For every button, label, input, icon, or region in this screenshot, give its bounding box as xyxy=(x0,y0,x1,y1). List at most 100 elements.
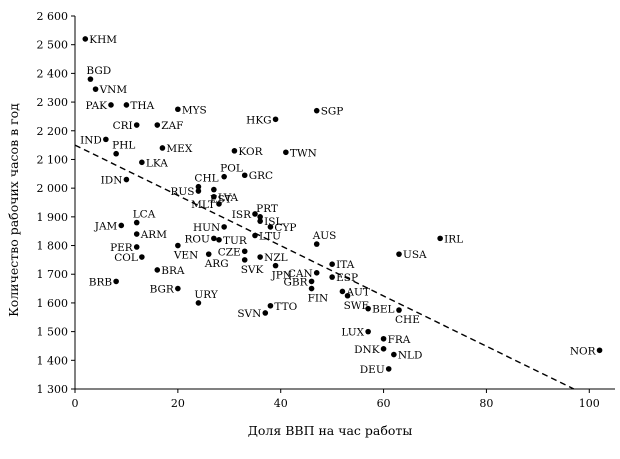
data-point-lca: LCA xyxy=(133,209,156,226)
data-point-dnk: DNK xyxy=(354,344,387,356)
point-marker xyxy=(205,251,212,257)
point-marker xyxy=(216,201,222,207)
point-marker xyxy=(241,172,248,179)
point-marker xyxy=(257,218,263,224)
data-point-prt: PRT xyxy=(256,203,278,220)
point-label: KOR xyxy=(238,146,263,158)
point-label: BGR xyxy=(150,284,175,296)
data-point-brb: BRB xyxy=(89,276,119,288)
point-marker xyxy=(92,86,99,92)
data-point-nld: NLD xyxy=(391,350,422,362)
data-point-ita: ITA xyxy=(329,259,355,271)
point-label: PER xyxy=(110,242,134,254)
data-point-gbr: GBR xyxy=(284,276,315,288)
point-marker xyxy=(308,278,315,285)
point-label: IDN xyxy=(101,175,123,187)
point-label: CZE xyxy=(218,246,241,258)
point-marker xyxy=(437,235,443,242)
data-point-khm: KHM xyxy=(82,34,117,46)
point-label: NZL xyxy=(264,252,287,264)
point-label: AUT xyxy=(345,286,369,298)
point-marker xyxy=(133,231,140,237)
point-label: SWE xyxy=(344,300,370,312)
data-point-col: COL xyxy=(114,252,145,264)
point-marker xyxy=(133,244,140,250)
point-label: ARG xyxy=(204,258,229,270)
data-point-arg: ARG xyxy=(204,251,229,270)
data-point-aus: AUS xyxy=(312,230,337,247)
data-point-pol: POL xyxy=(220,163,243,180)
point-label: GRC xyxy=(249,170,273,182)
point-label: ARM xyxy=(140,229,167,241)
point-label: ESP xyxy=(336,272,358,284)
point-label: GBR xyxy=(284,276,309,288)
point-label: VNM xyxy=(99,84,128,96)
point-marker xyxy=(283,149,289,156)
point-label: USA xyxy=(403,249,427,261)
point-label: JPN xyxy=(271,270,292,282)
point-label: VEN xyxy=(173,250,198,262)
point-marker xyxy=(257,254,263,260)
x-tick-label: 20 xyxy=(171,397,185,410)
data-point-nor: NOR xyxy=(570,345,603,357)
data-point-jpn: JPN xyxy=(271,262,292,282)
point-label: NLD xyxy=(398,350,423,362)
point-label: CRI xyxy=(113,120,133,132)
data-point-cri: CRI xyxy=(113,120,140,132)
point-marker xyxy=(211,193,217,200)
y-tick-label: 1 700 xyxy=(37,268,69,281)
point-label: NOR xyxy=(570,345,597,357)
y-tick-label: 2 000 xyxy=(37,182,69,195)
y-tick-label: 1 900 xyxy=(37,211,69,224)
trend-line xyxy=(74,144,575,390)
point-marker xyxy=(133,122,140,128)
point-label: DEU xyxy=(360,364,385,376)
point-label: SVN xyxy=(237,308,261,320)
point-marker xyxy=(108,102,114,108)
point-label: JAM xyxy=(94,220,118,232)
data-point-isr: ISR xyxy=(232,209,258,221)
point-marker xyxy=(267,302,274,309)
data-point-che: CHE xyxy=(395,307,420,326)
data-point-hun: HUN xyxy=(193,222,227,234)
x-axis-title: Доля ВВП на час работы xyxy=(248,423,413,438)
point-marker xyxy=(175,242,181,249)
point-label: MLT xyxy=(191,199,215,211)
point-marker xyxy=(313,241,320,247)
point-marker xyxy=(211,235,217,242)
data-point-tto: TTO xyxy=(267,301,298,313)
data-point-arm: ARM xyxy=(133,229,167,241)
data-point-idn: IDN xyxy=(101,175,130,187)
point-marker xyxy=(139,159,145,166)
point-label: ISR xyxy=(232,209,252,221)
point-marker xyxy=(221,173,227,180)
point-label: BEL xyxy=(372,304,394,316)
data-point-tur: TUR xyxy=(216,235,248,247)
point-label: AUS xyxy=(312,230,337,242)
point-marker xyxy=(175,106,181,113)
point-marker xyxy=(82,36,89,42)
point-marker xyxy=(241,248,248,255)
point-marker xyxy=(380,335,387,342)
x-tick-label: 80 xyxy=(479,397,493,410)
data-point-esp: ESP xyxy=(329,272,358,284)
point-marker xyxy=(221,224,227,230)
point-label: FIN xyxy=(308,293,329,305)
point-marker xyxy=(365,305,371,312)
y-axis-title: Количество рабочих часов в год xyxy=(6,103,21,317)
point-marker xyxy=(216,237,222,243)
point-marker xyxy=(231,148,238,154)
point-label: CYP xyxy=(274,222,296,234)
y-tick-label: 2 100 xyxy=(37,153,69,166)
point-label: MEX xyxy=(166,143,192,155)
data-point-fin: FIN xyxy=(308,285,329,305)
point-label: SGP xyxy=(321,106,344,118)
point-marker xyxy=(252,232,258,239)
data-point-svk: SVK xyxy=(241,257,263,276)
x-tick-label: 60 xyxy=(377,397,391,410)
point-marker xyxy=(211,186,217,193)
point-marker xyxy=(252,211,258,217)
point-marker xyxy=(396,307,402,313)
point-label: TTO xyxy=(274,301,297,313)
